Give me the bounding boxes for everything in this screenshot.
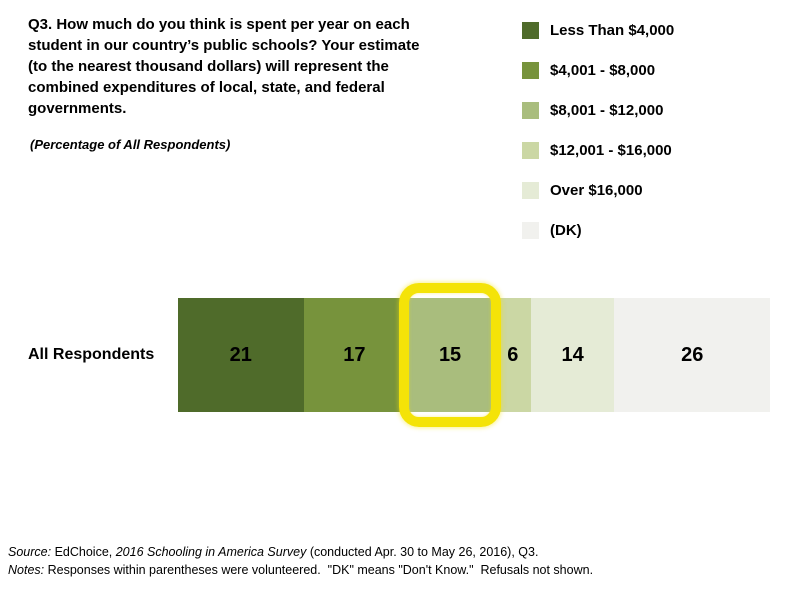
bar-segment: 15 (399, 283, 501, 427)
legend-swatch (522, 221, 539, 239)
bar-value-label: 6 (507, 343, 519, 366)
legend-swatch (522, 61, 539, 79)
legend-swatch (522, 101, 539, 119)
legend-label: $12,001 - $16,000 (550, 141, 672, 159)
bar-value-label: 17 (343, 343, 366, 366)
notes-line: Notes: Responses within parentheses were… (8, 563, 593, 577)
legend-label: (DK) (550, 221, 582, 239)
stacked-bar: 21 17 15 6 14 26 (178, 283, 770, 427)
bar-segment: 14 (530, 298, 615, 412)
legend-label: $4,001 - $8,000 (550, 61, 656, 79)
bar-segment: 17 (303, 298, 406, 412)
legend-item: $4,001 - $8,000 (522, 61, 674, 79)
legend-item: Over $16,000 (522, 181, 674, 199)
legend-swatch (522, 181, 539, 199)
legend-item: (DK) (522, 221, 674, 239)
bar-value-label: 26 (681, 343, 704, 366)
bar-segment: 21 (178, 298, 304, 412)
bar-value-label: 14 (561, 343, 584, 366)
source-label: Source: (8, 545, 52, 559)
chart-subtitle: (Percentage of All Respondents) (30, 137, 231, 152)
legend-label: $8,001 - $12,000 (550, 101, 664, 119)
bar-value-label: 21 (229, 343, 252, 366)
bar-segment: 6 (494, 298, 531, 412)
bar-segment: 26 (614, 298, 770, 412)
row-label: All Respondents (28, 346, 155, 363)
bar-value-label: 15 (438, 343, 462, 366)
legend-swatch (522, 21, 539, 39)
legend: Less Than $4,000 $4,001 - $8,000 $8,001 - … (522, 21, 674, 239)
source-text-1: EdChoice, (51, 545, 116, 559)
source-survey-title: 2016 Schooling in America Survey (115, 545, 307, 559)
legend-item: $8,001 - $12,000 (522, 101, 674, 119)
source-text-2: (conducted Apr. 30 to May 26, 2016), Q3. (306, 545, 539, 559)
source-line: Source: EdChoice, 2016 Schooling in Amer… (8, 545, 538, 559)
legend-label: Less Than $4,000 (550, 21, 675, 39)
legend-item: $12,001 - $16,000 (522, 141, 674, 159)
legend-label: Over $16,000 (550, 181, 643, 199)
legend-swatch (522, 141, 539, 159)
question-text: Q3. How much do you think is spent per y… (28, 16, 420, 117)
notes-text: Responses within parentheses were volunt… (44, 563, 594, 577)
legend-item: Less Than $4,000 (522, 21, 674, 39)
bar-area: All Respondents 21 17 15 6 14 26 (0, 283, 802, 427)
notes-label: Notes: (8, 563, 45, 577)
